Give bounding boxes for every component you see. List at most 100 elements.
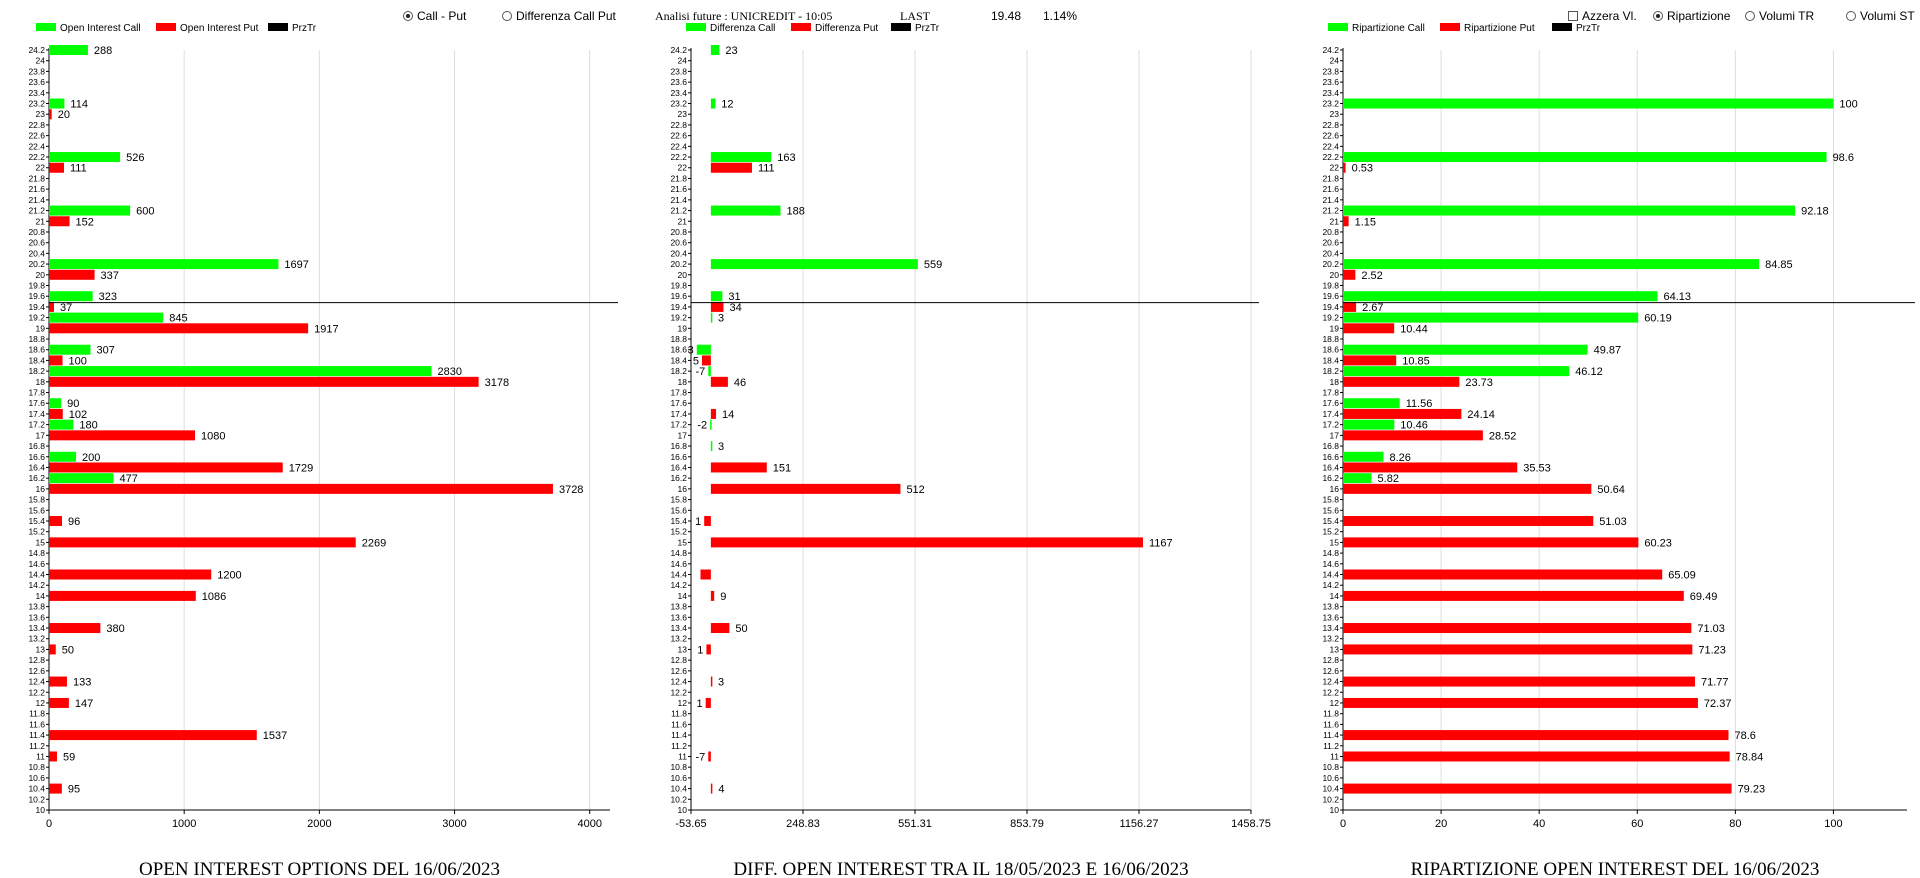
oi-y-tick-label: 18.4 (28, 355, 45, 365)
oi-bar-put (49, 376, 479, 387)
oi-data-label: 95 (68, 784, 80, 796)
diff-bar-call (708, 366, 711, 377)
volumi-tr-radio-indicator[interactable] (1745, 11, 1755, 21)
oi-y-tick-label: 12 (36, 698, 46, 708)
rip-y-tick-label: 14.8 (1322, 548, 1339, 558)
rip-y-tick-label: 23 (1330, 109, 1340, 119)
ripartizione-radio-indicator[interactable] (1653, 11, 1663, 21)
oi-data-label: 1200 (217, 570, 241, 582)
oi-data-label: 200 (82, 452, 100, 464)
diff-y-tick-label: 17 (678, 430, 688, 440)
oi-bar-call (49, 366, 432, 377)
rip-bar-put (1343, 569, 1663, 580)
oi-bar-put (49, 730, 257, 741)
oi-y-tick-label: 13.6 (28, 612, 45, 622)
rip-data-label: 24.14 (1467, 409, 1495, 421)
oi-bar-call (49, 451, 77, 462)
oi-bar-put (49, 569, 212, 580)
oi-y-tick-label: 16.2 (28, 473, 45, 483)
oi-y-tick-label: 15.2 (28, 527, 45, 537)
rip-y-tick-label: 19.2 (1322, 313, 1339, 323)
diff-legend: Differenza Call Differenza Put PrzTr (686, 23, 940, 34)
oi-y-tick-label: 11.8 (29, 709, 45, 719)
rip-x-tick-label: 100 (1824, 818, 1842, 830)
volumi-st-radio-indicator[interactable] (1846, 11, 1856, 21)
rip-bar-put (1343, 783, 1732, 794)
rip-y-tick-label: 17.4 (1322, 409, 1339, 419)
diff-legend-swatch (791, 23, 811, 31)
diff-bar-put (710, 376, 728, 387)
diff-y-tick-label: 21.2 (670, 206, 687, 216)
rip-y-tick-label: 19.4 (1322, 302, 1339, 312)
rip-data-label: 72.37 (1704, 698, 1732, 710)
diff-data-label: 9 (720, 591, 726, 603)
oi-x-tick-label: 2000 (307, 818, 331, 830)
rip-y-tick-label: 24.2 (1322, 45, 1339, 55)
diff-y-tick-label: 22.6 (670, 131, 687, 141)
ripartizione-radio[interactable]: Ripartizione (1653, 9, 1730, 23)
diff-y-tick-label: 23.2 (670, 99, 687, 109)
diff-call-put-radio[interactable]: Differenza Call Put (502, 9, 616, 23)
diff-y-tick-label: 22.8 (670, 120, 687, 130)
oi-data-label: 1086 (202, 591, 226, 603)
call-put-radio-indicator[interactable] (403, 11, 413, 21)
oi-y-tick-label: 22 (36, 163, 46, 173)
oi-bar-call (49, 312, 164, 323)
diff-data-label: 23 (725, 45, 737, 57)
oi-y-tick-label: 16 (36, 484, 46, 494)
diff-bar-put (704, 515, 711, 526)
oi-y-tick-label: 10.6 (28, 773, 45, 783)
oi-bar-put (49, 216, 70, 227)
rip-y-tick-label: 17.8 (1322, 388, 1339, 398)
rip-y-tick-label: 20.8 (1322, 227, 1339, 237)
rip-data-label: 71.03 (1697, 623, 1725, 635)
oi-bar-call (49, 344, 91, 355)
rip-data-label: 11.56 (1406, 398, 1433, 410)
rip-y-tick-label: 21.4 (1322, 195, 1339, 205)
oi-legend-swatch (156, 23, 176, 31)
oi-legend-swatch (268, 23, 288, 31)
rip-y-tick-label: 21.2 (1322, 206, 1339, 216)
diff-data-label: 163 (777, 152, 795, 164)
diff-y-tick-label: 17.8 (670, 388, 687, 398)
rip-y-tick-label: 16.2 (1322, 473, 1339, 483)
oi-y-tick-label: 19.6 (28, 291, 45, 301)
diff-y-tick-label: 21 (678, 216, 688, 226)
call-put-radio[interactable]: Call - Put (403, 9, 466, 23)
oi-y-tick-label: 20 (36, 270, 46, 280)
rip-data-label: 8.26 (1390, 452, 1411, 464)
diff-data-label: -7 (695, 751, 705, 763)
diff-y-tick-label: 22 (678, 163, 688, 173)
diff-data-label: 3 (718, 441, 724, 453)
diff-data-label: 3 (688, 345, 694, 357)
diff-data-label: 111 (758, 163, 775, 175)
oi-y-tick-label: 21.2 (28, 206, 45, 216)
oi-x-tick-label: 0 (46, 818, 52, 830)
diff-y-tick-label: 15.8 (670, 495, 687, 505)
volumi-st-radio[interactable]: Volumi ST (1846, 9, 1915, 23)
volumi-tr-radio[interactable]: Volumi TR (1745, 9, 1814, 23)
rip-y-tick-label: 23.4 (1322, 88, 1339, 98)
rip-y-tick-label: 11 (1330, 751, 1339, 761)
rip-data-label: 5.82 (1378, 473, 1399, 485)
oi-bar-put (49, 483, 553, 494)
oi-y-tick-label: 21 (36, 216, 46, 226)
azzera-checkbox[interactable]: Azzera Vl. (1568, 9, 1637, 23)
azzera-checkbox-box[interactable] (1568, 11, 1578, 21)
rip-y-tick-label: 24 (1330, 56, 1340, 66)
diff-call-put-radio-indicator[interactable] (502, 11, 512, 21)
diff-data-label: -2 (697, 420, 707, 432)
oi-bar-put (49, 676, 67, 687)
rip-data-label: 71.23 (1698, 644, 1726, 656)
volumi-st-radio-label: Volumi ST (1860, 9, 1915, 23)
diff-bar-call (696, 344, 711, 355)
diff-bar-put (710, 162, 752, 173)
diff-y-tick-label: 15.2 (670, 527, 687, 537)
rip-bar-put (1343, 462, 1518, 473)
oi-y-tick-label: 19.2 (28, 313, 45, 323)
rip-legend-swatch (1328, 23, 1348, 31)
oi-legend-label: Open Interest Call (60, 23, 141, 34)
oi-data-label: 37 (60, 302, 72, 314)
rip-y-tick-label: 18.8 (1322, 334, 1339, 344)
oi-y-tick-label: 21.4 (28, 195, 45, 205)
